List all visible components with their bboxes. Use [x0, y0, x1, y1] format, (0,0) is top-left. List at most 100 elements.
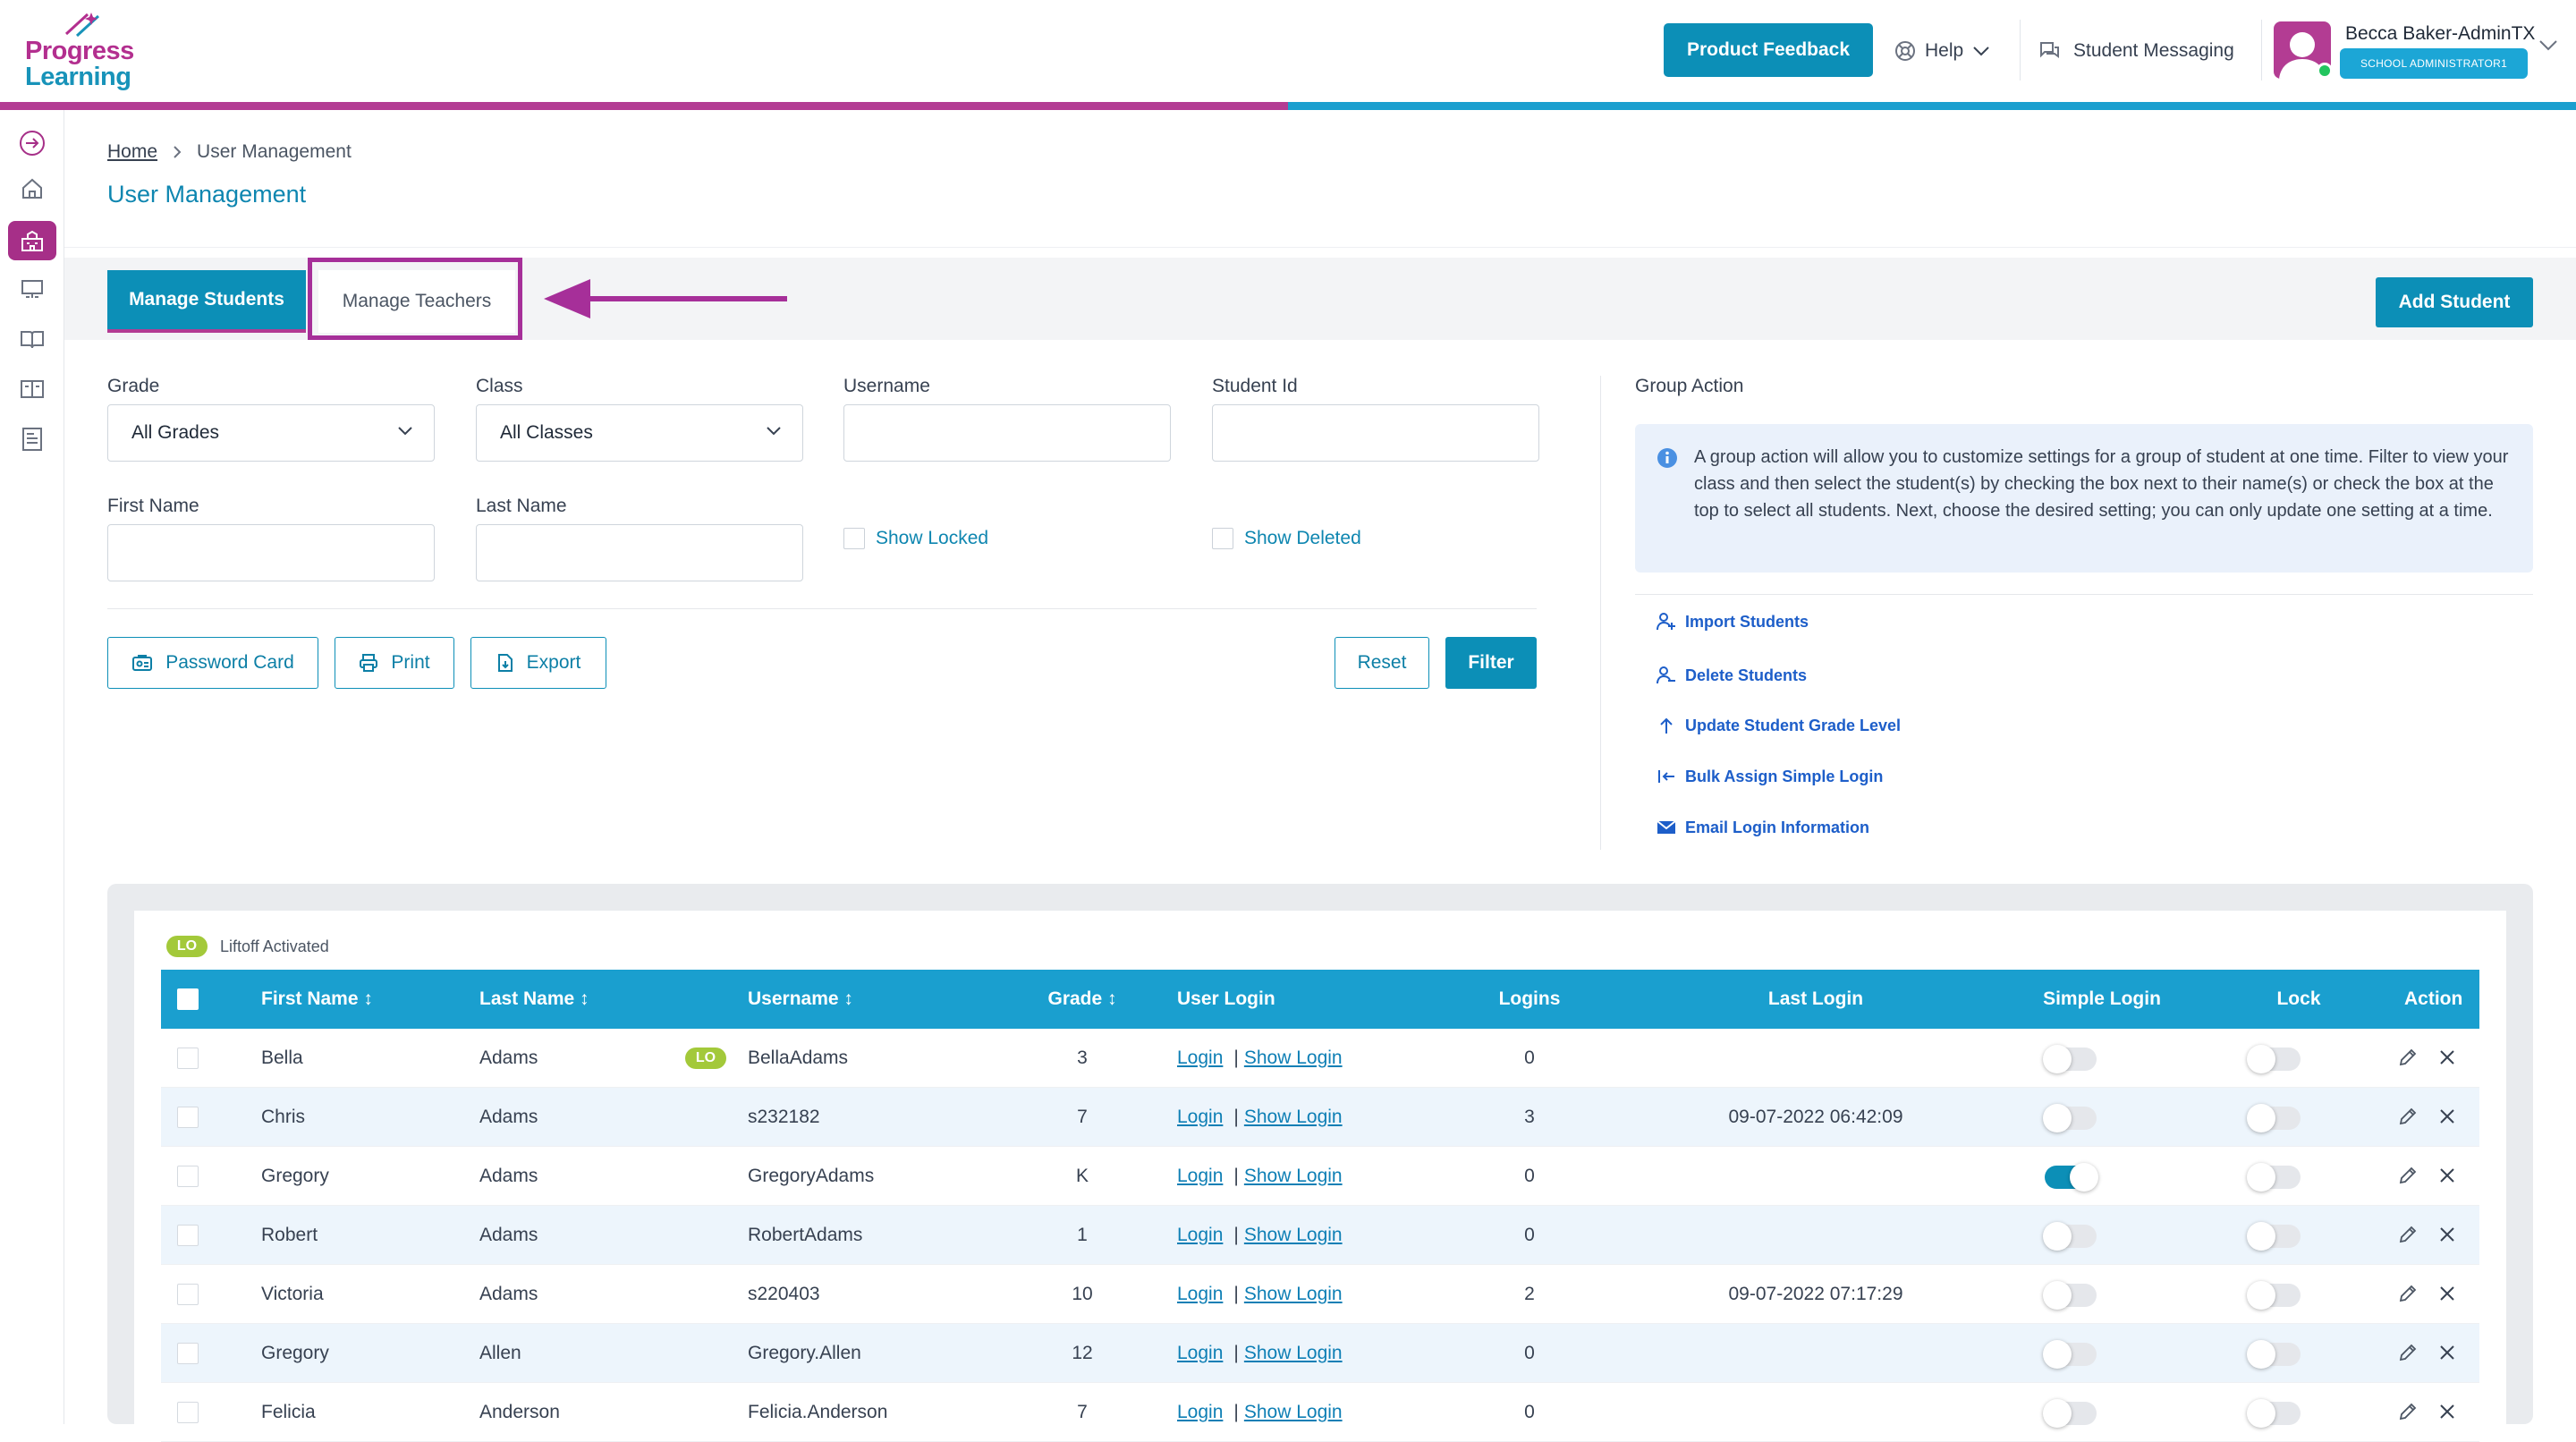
student-id-input[interactable]: [1212, 404, 1539, 462]
simple-login-toggle[interactable]: [2043, 1222, 2097, 1251]
lock-toggle[interactable]: [2247, 1163, 2301, 1192]
show-deleted-label[interactable]: Show Deleted: [1244, 528, 1361, 548]
row-checkbox[interactable]: [177, 1048, 199, 1069]
row-checkbox[interactable]: [177, 1107, 199, 1128]
delete-close-icon[interactable]: [2438, 1226, 2456, 1248]
login-link[interactable]: Login: [1177, 1166, 1224, 1186]
toggle-knob: [2247, 1163, 2275, 1192]
lock-toggle[interactable]: [2247, 1045, 2301, 1073]
product-feedback-button[interactable]: Product Feedback: [1664, 23, 1873, 77]
presentation-board-icon: [21, 280, 43, 298]
delete-students-action[interactable]: Delete Students: [1657, 662, 1807, 689]
import-students-action[interactable]: Import Students: [1657, 608, 1809, 635]
login-link[interactable]: Login: [1177, 1402, 1224, 1422]
show-login-link[interactable]: Show Login: [1243, 1402, 1343, 1422]
first-name-input[interactable]: [107, 524, 435, 581]
login-link[interactable]: Login: [1177, 1225, 1224, 1245]
show-locked-checkbox[interactable]: [843, 528, 865, 549]
divider: [2020, 20, 2021, 81]
breadcrumb-home-link[interactable]: Home: [107, 141, 158, 162]
print-button[interactable]: Print: [335, 637, 454, 689]
toggle-knob: [2070, 1163, 2098, 1192]
lock-toggle[interactable]: [2247, 1340, 2301, 1369]
lo-badge: LO: [685, 1048, 726, 1069]
username-input[interactable]: [843, 404, 1171, 462]
delete-close-icon[interactable]: [2438, 1344, 2456, 1366]
progress-learning-logo[interactable]: Progress Learning: [25, 11, 168, 93]
help-menu[interactable]: Help: [1894, 36, 1990, 66]
chevron-down-icon[interactable]: [2538, 39, 2558, 52]
edit-pencil-icon[interactable]: [2397, 1106, 2419, 1132]
simple-login-toggle[interactable]: [2043, 1340, 2097, 1369]
login-link[interactable]: Login: [1177, 1107, 1224, 1127]
user-plus-icon: [1657, 613, 1675, 631]
add-student-button[interactable]: Add Student: [2376, 277, 2533, 327]
simple-login-toggle[interactable]: [2043, 1399, 2097, 1428]
login-link[interactable]: Login: [1177, 1048, 1224, 1068]
row-checkbox[interactable]: [177, 1402, 199, 1423]
tab-manage-teachers[interactable]: Manage Teachers: [318, 270, 515, 333]
header-grade[interactable]: Grade ↕: [1047, 988, 1117, 1009]
edit-pencil-icon[interactable]: [2397, 1165, 2419, 1191]
edit-pencil-icon[interactable]: [2397, 1224, 2419, 1250]
sidebar-item-home[interactable]: [8, 169, 56, 208]
update-student-grade-action[interactable]: Update Student Grade Level: [1657, 712, 1901, 739]
student-messaging-link[interactable]: Student Messaging: [2038, 36, 2234, 66]
email-login-information-action[interactable]: Email Login Information: [1657, 814, 1869, 841]
show-login-link[interactable]: Show Login: [1243, 1225, 1343, 1245]
edit-pencil-icon[interactable]: [2397, 1401, 2419, 1427]
sidebar-expand-button[interactable]: [8, 126, 56, 160]
class-select[interactable]: All Classes: [476, 404, 803, 462]
sidebar-item-library[interactable]: [8, 319, 56, 359]
show-deleted-checkbox[interactable]: [1212, 528, 1233, 549]
bulk-assign-simple-login-action[interactable]: Bulk Assign Simple Login: [1657, 763, 1883, 790]
first-name-label: First Name: [107, 496, 199, 516]
filter-button[interactable]: Filter: [1445, 637, 1537, 689]
delete-close-icon[interactable]: [2438, 1048, 2456, 1071]
simple-login-toggle[interactable]: [2043, 1281, 2097, 1310]
password-card-button[interactable]: Password Card: [107, 637, 318, 689]
edit-pencil-icon[interactable]: [2397, 1047, 2419, 1073]
edit-pencil-icon[interactable]: [2397, 1342, 2419, 1368]
header-first-name[interactable]: First Name ↕: [261, 988, 373, 1009]
sidebar-item-reports[interactable]: [8, 420, 56, 459]
header-last-name[interactable]: Last Name ↕: [479, 988, 589, 1009]
row-checkbox[interactable]: [177, 1166, 199, 1187]
sidebar-item-classroom[interactable]: [8, 269, 56, 309]
sidebar-item-reading[interactable]: [8, 369, 56, 409]
edit-pencil-icon[interactable]: [2397, 1283, 2419, 1309]
lock-toggle[interactable]: [2247, 1281, 2301, 1310]
lock-toggle[interactable]: [2247, 1104, 2301, 1132]
header-username[interactable]: Username ↕: [748, 988, 853, 1009]
tab-manage-students[interactable]: Manage Students: [107, 270, 306, 333]
reset-button[interactable]: Reset: [1335, 637, 1429, 689]
last-name-input[interactable]: [476, 524, 803, 581]
show-login-link[interactable]: Show Login: [1243, 1284, 1343, 1304]
simple-login-toggle[interactable]: [2043, 1045, 2097, 1073]
grade-select[interactable]: All Grades: [107, 404, 435, 462]
simple-login-toggle[interactable]: [2043, 1104, 2097, 1132]
delete-close-icon[interactable]: [2438, 1403, 2456, 1425]
show-login-link[interactable]: Show Login: [1243, 1107, 1343, 1127]
login-link[interactable]: Login: [1177, 1284, 1224, 1304]
show-login-link[interactable]: Show Login: [1243, 1166, 1343, 1186]
delete-close-icon[interactable]: [2438, 1285, 2456, 1307]
login-link[interactable]: Login: [1177, 1343, 1224, 1363]
row-checkbox[interactable]: [177, 1343, 199, 1364]
lock-toggle[interactable]: [2247, 1399, 2301, 1428]
lock-toggle[interactable]: [2247, 1222, 2301, 1251]
delete-close-icon[interactable]: [2438, 1107, 2456, 1130]
export-button[interactable]: Export: [470, 637, 606, 689]
select-all-checkbox[interactable]: [177, 988, 199, 1010]
row-checkbox[interactable]: [177, 1225, 199, 1246]
cell-last-name: Adams: [479, 1284, 538, 1304]
row-checkbox[interactable]: [177, 1284, 199, 1305]
last-name-label: Last Name: [476, 496, 567, 516]
show-login-link[interactable]: Show Login: [1243, 1048, 1343, 1068]
avatar[interactable]: [2274, 21, 2331, 79]
sidebar-item-school[interactable]: [8, 221, 56, 260]
delete-close-icon[interactable]: [2438, 1166, 2456, 1189]
show-locked-label[interactable]: Show Locked: [876, 528, 989, 548]
show-login-link[interactable]: Show Login: [1243, 1343, 1343, 1363]
simple-login-toggle[interactable]: [2045, 1163, 2098, 1192]
